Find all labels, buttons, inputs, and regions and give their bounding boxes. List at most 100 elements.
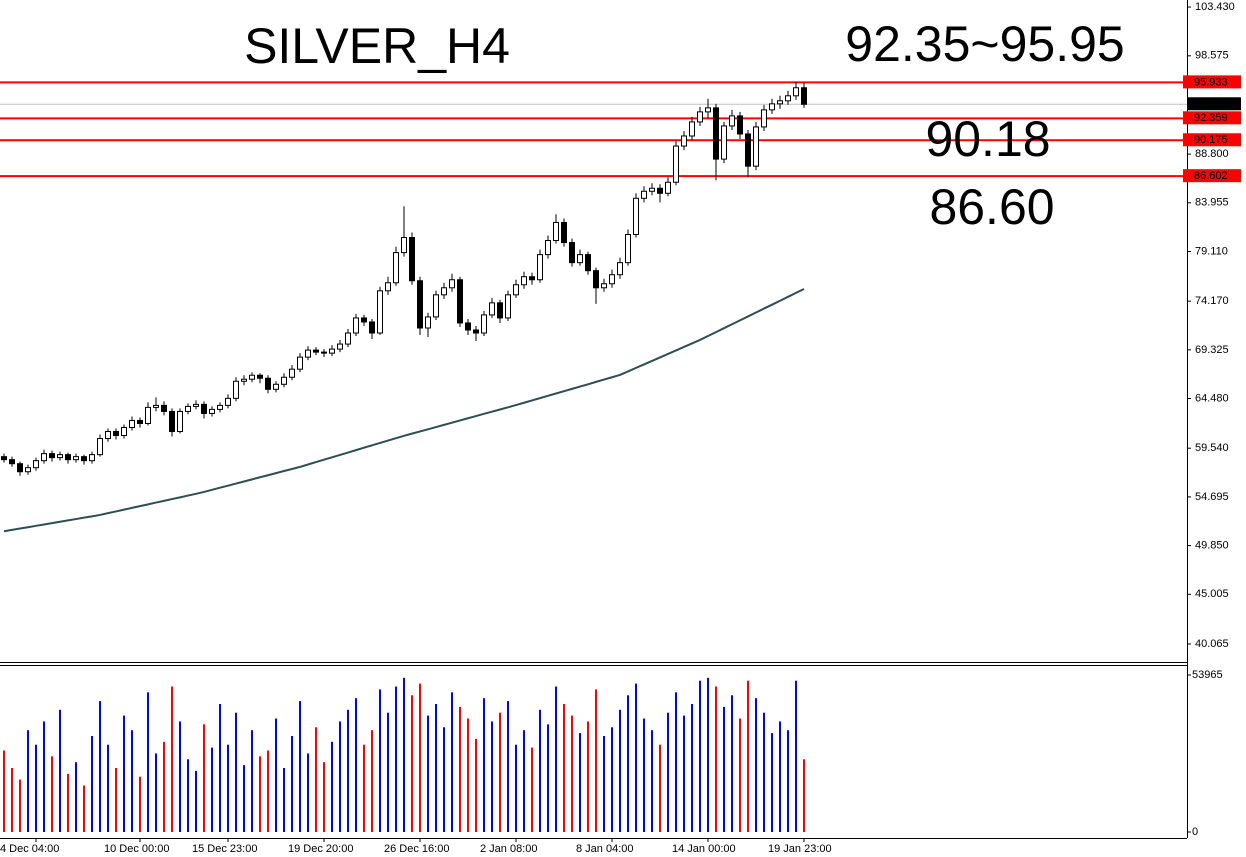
volume-bar [595, 689, 597, 833]
annotation: 86.60 [929, 179, 1054, 235]
candle-body [265, 377, 271, 390]
volume-bar [763, 712, 765, 833]
candle-body [17, 463, 23, 473]
y-tick-label: 59.540 [1195, 442, 1229, 454]
candle-body [729, 115, 735, 127]
x-tick-label: 14 Jan 00:00 [672, 843, 736, 855]
candle-body [497, 302, 503, 319]
volume-bar [779, 721, 781, 833]
candle-body [33, 460, 39, 469]
candle-body [713, 107, 719, 160]
candle-body [665, 181, 671, 194]
x-tick-label: 8 Jan 04:00 [576, 843, 634, 855]
candle-body [369, 321, 375, 334]
candle-body [601, 283, 607, 289]
volume-bar [243, 765, 245, 833]
volume-bar [283, 767, 285, 833]
volume-bar [75, 762, 77, 833]
candle-body [649, 187, 655, 192]
level-label-box [1183, 111, 1241, 125]
candle-body [345, 332, 351, 345]
candle-body [753, 126, 759, 167]
volume-bar [459, 706, 461, 833]
volume-bar [43, 721, 45, 833]
volume-bar [315, 727, 317, 833]
annotation: 90.18 [925, 111, 1050, 167]
candle-body [545, 240, 551, 256]
volume-bar [307, 753, 309, 833]
x-tick-label: 2 Jan 08:00 [480, 843, 538, 855]
candle-body [73, 456, 79, 461]
volume-bar [147, 692, 149, 833]
volume-bar [723, 706, 725, 833]
volume-bar [611, 727, 613, 833]
volume-bar [603, 735, 605, 833]
volume-bar [507, 701, 509, 833]
volume-bar [739, 718, 741, 833]
candle-body [473, 329, 479, 334]
candle-body [233, 380, 239, 399]
y-tick-label: 40.065 [1195, 638, 1229, 650]
candle-body [705, 107, 711, 113]
candle-body [617, 262, 623, 276]
candle-body [529, 276, 535, 281]
candle-body [401, 237, 407, 254]
volume-bar [355, 698, 357, 833]
candle-body [209, 408, 215, 414]
volume-bar [163, 741, 165, 833]
volume-bar [787, 730, 789, 833]
volume-bar [579, 733, 581, 833]
volume-bar [11, 767, 13, 833]
candle-body [81, 456, 87, 462]
candle-body [41, 453, 47, 462]
volume-bar [131, 730, 133, 833]
level-label: 90.175 [1194, 134, 1228, 146]
volume-bar [387, 712, 389, 833]
level-label: 86.602 [1194, 170, 1228, 182]
volume-bar [475, 738, 477, 833]
candle-body [737, 115, 743, 135]
x-tick-label: 15 Dec 23:00 [192, 843, 257, 855]
volume-bar [499, 712, 501, 833]
moving-average [3, 288, 805, 533]
candle-body [625, 234, 631, 264]
candle-body [513, 284, 519, 296]
volume-bar [771, 733, 773, 833]
candle-body [121, 426, 127, 437]
volume-bar [83, 785, 85, 833]
volume-bar [419, 683, 421, 833]
volume-tick-label: 0 [1192, 826, 1198, 838]
volume-bar [227, 744, 229, 833]
y-tick-label: 74.170 [1195, 295, 1229, 307]
volume-bar [539, 709, 541, 833]
candle-body [553, 221, 559, 242]
volume-bar [323, 762, 325, 833]
candle-body [673, 145, 679, 183]
volume-bar [667, 712, 669, 833]
volume-bar [91, 735, 93, 833]
candle-body [449, 279, 455, 289]
volume-bar [187, 759, 189, 833]
level-label: 95.933 [1194, 76, 1228, 88]
volume-bar [443, 727, 445, 833]
candle-body [697, 111, 703, 123]
candle-body [657, 187, 663, 194]
volume-bar [67, 773, 69, 833]
candle-body [465, 322, 471, 331]
candle-body [297, 356, 303, 370]
candle-body [393, 252, 399, 284]
y-tick-label: 103.430 [1195, 1, 1235, 13]
volume-bar [523, 730, 525, 833]
candle-body [681, 135, 687, 147]
volume-bar [3, 750, 5, 833]
volume-bar [139, 776, 141, 833]
candle-body [641, 190, 647, 199]
volume-bar [219, 703, 221, 833]
y-tick-label: 49.850 [1195, 540, 1229, 552]
volume-bar [267, 750, 269, 833]
volume-bar [211, 747, 213, 833]
candle-body [281, 376, 287, 385]
candle-body [609, 274, 615, 285]
volume-bar [275, 718, 277, 833]
candle-body [417, 280, 423, 329]
